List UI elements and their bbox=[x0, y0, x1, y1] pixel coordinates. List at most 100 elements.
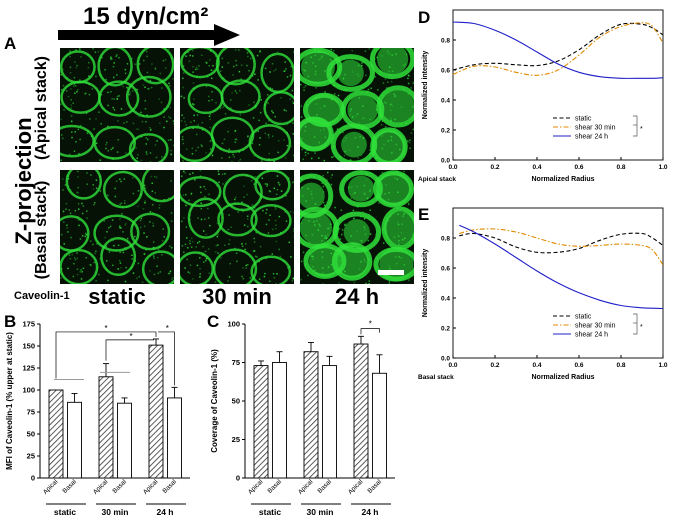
apical-legend-label: shear 30 min bbox=[575, 125, 616, 132]
mfi-group-label: static bbox=[54, 507, 76, 517]
basal-stack-label: Basal stack bbox=[418, 374, 454, 381]
mfi-subcategory-label: Apical bbox=[142, 478, 160, 496]
mfi-ytick-label: 50 bbox=[27, 430, 35, 439]
mfi-ytick-label: 100 bbox=[22, 386, 35, 395]
mfi-significance-bracket bbox=[55, 331, 157, 379]
coverage-ytick-label: 0 bbox=[236, 474, 240, 483]
apical-xtick-label: 1.0 bbox=[658, 164, 667, 171]
panel-a-letter: A bbox=[4, 34, 17, 53]
coverage-bar-basal-0 bbox=[272, 362, 287, 479]
mfi-subcategory-label: Apical bbox=[42, 478, 60, 496]
mfi-bar-basal-2 bbox=[167, 397, 182, 479]
apical-ytick-label: 0.8 bbox=[441, 38, 450, 45]
basal-series-shear-24-h bbox=[459, 224, 664, 310]
mfi-ytick-label: 125 bbox=[22, 364, 35, 373]
coverage-bar-apical-2 bbox=[353, 343, 369, 479]
bar-chart-coverage: Coverage of Caveolin-1 (%) 0 25 50 75 100 Apic… bbox=[210, 320, 395, 517]
basal-ylabel: Normalized intensity bbox=[422, 249, 429, 318]
apical-series-shear-24-h bbox=[452, 21, 664, 79]
basal-series-shear-30-min bbox=[459, 228, 664, 266]
coverage-subcategory-label: Apical bbox=[247, 478, 265, 496]
basal-legend-label: shear 30 min bbox=[575, 323, 616, 330]
basal-ytick-label: 0.0 bbox=[441, 356, 450, 363]
coverage-significance-star: * bbox=[369, 320, 372, 329]
mfi-ytick-label: 25 bbox=[27, 452, 35, 461]
micrograph-apical-static bbox=[60, 48, 174, 162]
apical-series-shear-30-min bbox=[452, 22, 664, 76]
coverage-bar-apical-1 bbox=[303, 351, 319, 479]
mfi-bar-basal-1 bbox=[117, 402, 132, 479]
apical-xlabel: Normalized Radius bbox=[531, 176, 594, 183]
apical-legend-significance: * bbox=[640, 126, 643, 133]
basal-legend-significance: * bbox=[640, 324, 643, 331]
coverage-ytick-label: 50 bbox=[232, 397, 240, 406]
flow-arrow-icon bbox=[58, 24, 240, 46]
apical-xtick-label: 0.8 bbox=[616, 164, 625, 171]
coverage-ylabel: Coverage of Caveolin-1 (%) bbox=[210, 349, 219, 453]
apical-legend-bracket bbox=[633, 115, 638, 137]
basal-xtick-label: 0.6 bbox=[574, 362, 583, 369]
basal-xtick-label: 0.8 bbox=[616, 362, 625, 369]
basal-xlabel: Normalized Radius bbox=[531, 374, 594, 381]
basal-legend-bracket bbox=[633, 313, 638, 335]
mfi-ytick-label: 175 bbox=[22, 320, 35, 329]
basal-xtick-label: 0.0 bbox=[448, 362, 457, 369]
mfi-subcategory-label: Basal bbox=[61, 478, 78, 495]
panel-e-letter: E bbox=[418, 205, 430, 224]
mfi-significance-bracket bbox=[105, 339, 154, 361]
apical-ytick-label: 0.6 bbox=[441, 68, 450, 75]
bar-chart-mfi: MFI of Caveolin-1 (% upper at static) 0 25… bbox=[5, 320, 190, 517]
basal-ytick-label: 0.8 bbox=[441, 236, 450, 243]
row-label-basal: (Basal stack) bbox=[33, 180, 50, 280]
mfi-subcategory-label: Basal bbox=[161, 478, 178, 495]
panel-c-letter: C bbox=[207, 312, 220, 331]
mfi-ytick-label: 0 bbox=[31, 474, 35, 483]
basal-xtick-label: 1.0 bbox=[658, 362, 667, 369]
basal-legend-label: shear 24 h bbox=[575, 332, 608, 339]
micrograph-basal-static bbox=[60, 170, 174, 284]
coverage-group-label: 24 h bbox=[361, 507, 378, 517]
apical-plot-frame bbox=[452, 9, 664, 161]
mfi-group-label: 30 min bbox=[102, 507, 129, 517]
mfi-bar-apical-2 bbox=[148, 344, 164, 479]
micrograph-apical-24h bbox=[300, 48, 414, 162]
coverage-significance-bracket bbox=[360, 328, 380, 335]
mfi-bar-apical-0 bbox=[48, 389, 64, 479]
mfi-significance-star: * bbox=[129, 332, 132, 341]
basal-ytick-label: 0.4 bbox=[441, 296, 450, 303]
stain-label: Caveolin-1 bbox=[14, 290, 70, 302]
mfi-ytick-label: 150 bbox=[22, 342, 35, 351]
mfi-significance-bracket bbox=[158, 331, 175, 386]
basal-xtick-label: 0.2 bbox=[490, 362, 499, 369]
apical-legend-label: shear 24 h bbox=[575, 134, 608, 141]
apical-ytick-label: 0.2 bbox=[441, 128, 450, 135]
apical-legend-label: static bbox=[575, 116, 592, 123]
apical-ylabel: Normalized intensity bbox=[422, 51, 429, 120]
row-label-apical: (Apical stack) bbox=[33, 55, 50, 161]
mfi-subcategory-label: Basal bbox=[111, 478, 128, 495]
apical-xtick-label: 0.6 bbox=[574, 164, 583, 171]
coverage-subcategory-label: Apical bbox=[347, 478, 365, 496]
basal-series-static bbox=[459, 232, 664, 254]
line-chart-basal: 0.0 0.2 0.4 0.6 0.8 1.0 0.0 0.2 0.4 0.6 0.8 Normali… bbox=[418, 207, 668, 381]
coverage-ytick-label: 100 bbox=[227, 320, 240, 329]
basal-ytick-label: 0.2 bbox=[441, 326, 450, 333]
flow-direction-label: 15 dyn/cm² bbox=[83, 3, 209, 30]
coverage-group-label: 30 min bbox=[307, 507, 334, 517]
mfi-ytick-label: 75 bbox=[27, 408, 35, 417]
basal-ytick-label: 0.6 bbox=[441, 266, 450, 273]
basal-plot-frame bbox=[452, 207, 664, 359]
micrograph-basal-24h bbox=[300, 170, 414, 284]
apical-xtick-label: 0.2 bbox=[490, 164, 499, 171]
mfi-ylabel: MFI of Caveolin-1 (% upper at static) bbox=[5, 332, 14, 470]
basal-xtick-label: 0.4 bbox=[532, 362, 541, 369]
basal-legend-label: static bbox=[575, 314, 592, 321]
column-label-static: static bbox=[88, 284, 146, 309]
apical-xtick-label: 0.0 bbox=[448, 164, 457, 171]
panel-d-letter: D bbox=[418, 8, 431, 27]
coverage-bar-apical-0 bbox=[253, 365, 269, 479]
coverage-group-label: static bbox=[259, 507, 281, 517]
coverage-ytick-label: 25 bbox=[232, 435, 240, 444]
apical-xtick-label: 0.4 bbox=[532, 164, 541, 171]
coverage-subcategory-label: Apical bbox=[297, 478, 315, 496]
